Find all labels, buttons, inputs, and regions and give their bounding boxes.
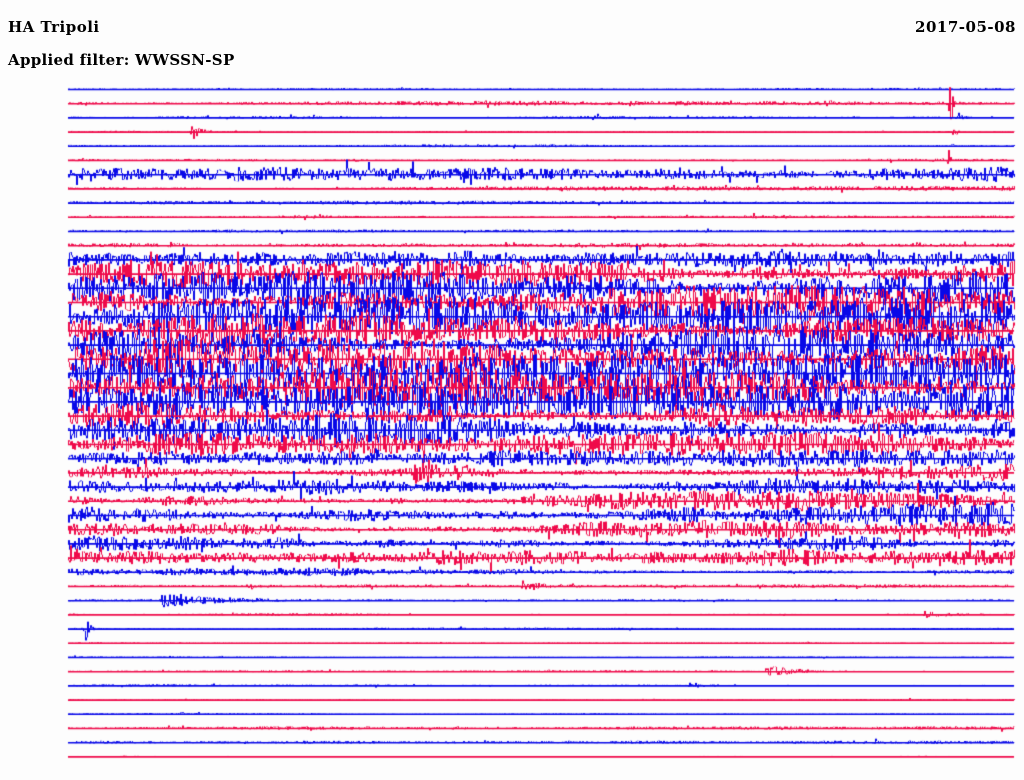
station-title: HA Tripoli: [8, 18, 100, 36]
applied-filter-label: Applied filter: WWSSN-SP: [8, 51, 235, 69]
record-date: 2017-05-08: [915, 18, 1016, 36]
helicorder-plot: [0, 78, 1024, 774]
seismogram-traces: [0, 78, 1024, 774]
